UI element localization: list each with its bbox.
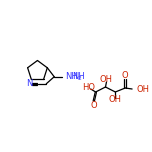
Text: 2: 2: [78, 76, 81, 81]
Text: O: O: [91, 100, 97, 109]
Text: HO: HO: [82, 83, 95, 93]
Text: OH: OH: [109, 95, 122, 105]
Text: NH: NH: [73, 72, 85, 81]
Text: OH: OH: [100, 76, 113, 85]
Text: NH: NH: [66, 72, 78, 81]
Text: N: N: [26, 79, 32, 88]
Text: O: O: [122, 71, 129, 79]
Text: OH: OH: [136, 85, 149, 93]
